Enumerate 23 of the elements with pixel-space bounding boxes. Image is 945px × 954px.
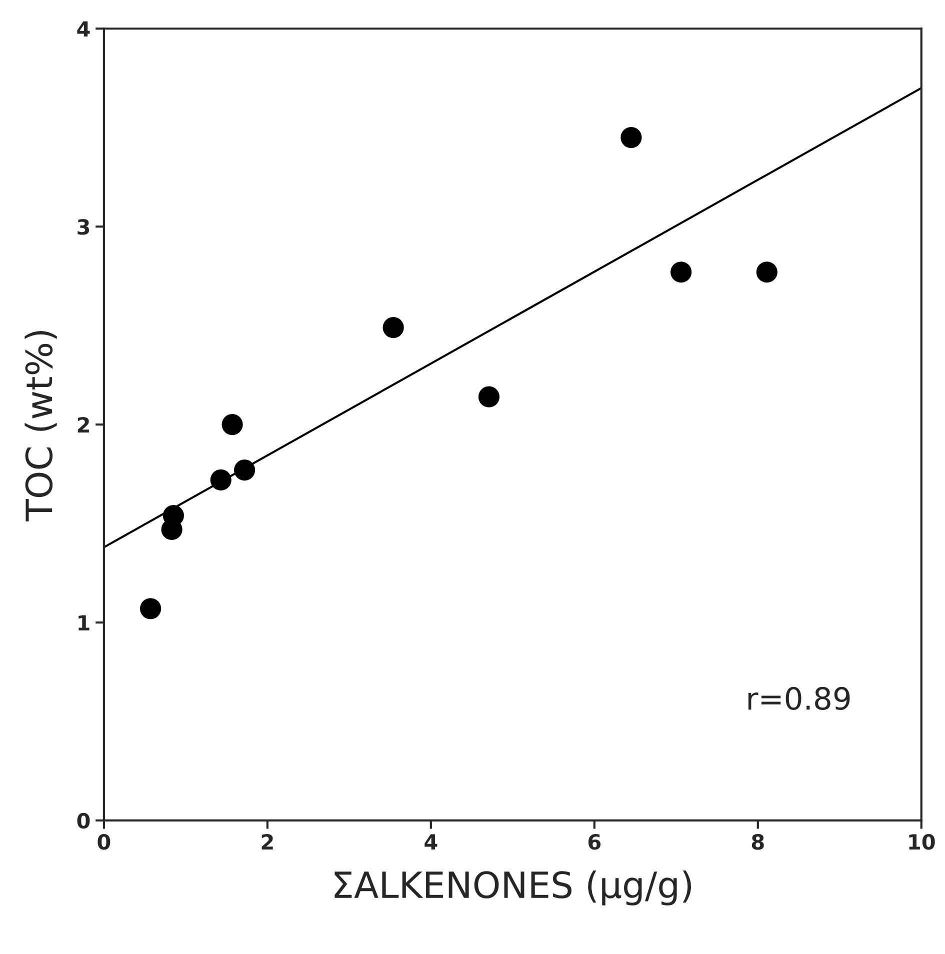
x-tick-label: 0 (98, 834, 110, 850)
point (382, 317, 404, 338)
point (234, 460, 256, 481)
x-tick-label: 2 (262, 834, 273, 850)
point (756, 262, 778, 283)
y-tick-label: 1 (78, 615, 90, 630)
y-axis-title: TOC (wt%) (24, 330, 57, 522)
point (670, 262, 692, 283)
y-tick-label: 4 (77, 21, 90, 37)
point (620, 126, 642, 148)
point (210, 469, 232, 490)
x-tick-label: 4 (424, 834, 438, 850)
point (478, 386, 500, 408)
x-tick-label: 6 (588, 834, 601, 850)
point (140, 598, 162, 620)
y-tick-label: 3 (78, 219, 90, 235)
x-tick-label: 8 (752, 834, 764, 850)
y-tick-label: 0 (77, 812, 90, 829)
x-axis-title: ΣALKENONES (μg/g) (334, 870, 692, 906)
x-tick-label: 10 (909, 834, 935, 850)
point (222, 414, 243, 436)
y-tick-label: 2 (78, 416, 89, 432)
annotation: r=0.89 (748, 686, 850, 710)
